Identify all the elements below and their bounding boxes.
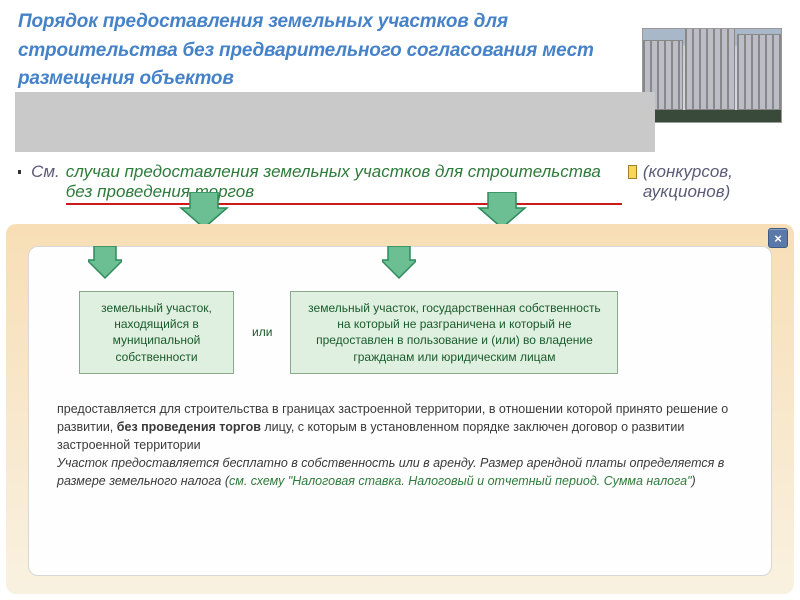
para-bold: без проведения торгов [117,420,261,434]
see-prefix: См. [31,162,60,182]
page-title: Порядок предоставления земельных участко… [18,8,648,94]
para-italic-close: ) [692,474,696,488]
box-state: земельный участок, государственная собст… [290,291,618,374]
building-photo [642,28,782,123]
see-suffix: (конкурсов, аукционов) [643,162,782,202]
grey-band [15,92,655,152]
document-icon[interactable] [628,165,637,179]
para-italic-link[interactable]: см. схему "Налоговая ставка. Налоговый и… [229,474,692,488]
arrow-down-icon [382,246,416,280]
close-button[interactable]: × [768,228,788,248]
connector-or: или [252,325,272,339]
bullet-icon [18,170,21,174]
description-paragraph: предоставляется для строительства в гран… [57,400,743,491]
see-link[interactable]: случаи предоставления земельных участков… [66,162,622,205]
box-municipal: земельный участок, находящийся в муницип… [79,291,234,374]
see-reference-line: См. случаи предоставления земельных учас… [18,162,782,205]
boxes-row: земельный участок, находящийся в муницип… [79,291,743,374]
inner-panel: земельный участок, находящийся в муницип… [28,246,772,576]
close-icon: × [774,231,782,246]
arrow-down-icon [88,246,122,280]
